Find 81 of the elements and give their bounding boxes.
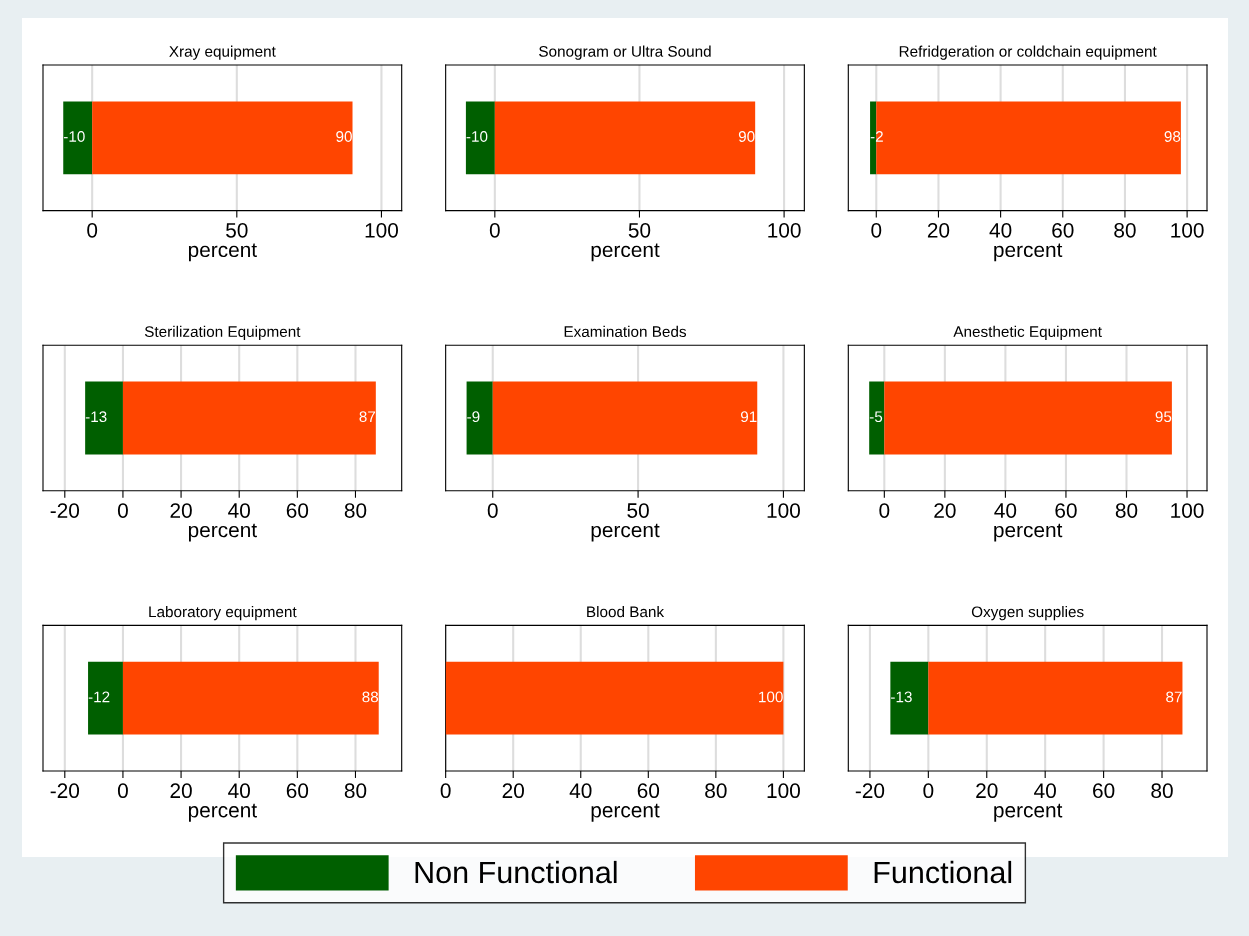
chart-title: Blood Bank xyxy=(587,606,665,618)
x-tick-label: 100 xyxy=(1171,503,1204,518)
x-tick-label: 60 xyxy=(1055,503,1077,518)
x-tick-label: 0 xyxy=(440,783,451,799)
x-axis-title: percent xyxy=(188,523,257,542)
data-label: -5 xyxy=(869,411,883,423)
x-tick-label: 60 xyxy=(286,783,309,799)
x-tick-label: 40 xyxy=(989,222,1012,238)
x-tick-label: 80 xyxy=(344,503,367,518)
x-tick-label: 0 xyxy=(871,222,882,238)
x-tick-label: 20 xyxy=(170,503,192,518)
legend-label: Functional xyxy=(874,860,1012,884)
x-tick-label: 100 xyxy=(365,222,399,238)
data-label: 87 xyxy=(1166,691,1182,703)
x-axis-title: percent xyxy=(994,523,1063,542)
x-tick-label: -20 xyxy=(50,503,80,518)
data-label: -9 xyxy=(467,411,480,423)
x-tick-label: 50 xyxy=(627,503,649,518)
x-tick-label: 40 xyxy=(569,783,592,799)
data-label: -10 xyxy=(63,131,85,142)
x-tick-label: 20 xyxy=(927,222,950,238)
data-label: -13 xyxy=(891,691,912,703)
x-tick-label: 20 xyxy=(976,783,998,799)
x-tick-label: 100 xyxy=(767,783,800,799)
data-label: -10 xyxy=(466,131,488,142)
x-tick-label: 80 xyxy=(1114,222,1136,238)
x-tick-label: -20 xyxy=(855,783,885,799)
chart-title: Laboratory equipment xyxy=(149,606,297,621)
x-axis-title: percent xyxy=(591,243,660,262)
x-tick-label: 0 xyxy=(117,783,128,799)
chart-title: Xray equipment xyxy=(169,45,276,60)
data-label: -12 xyxy=(88,691,110,703)
x-tick-label: 100 xyxy=(768,222,801,238)
data-label: 100 xyxy=(759,691,783,703)
chart-title: Anesthetic Equipment xyxy=(953,325,1102,341)
x-tick-label: 60 xyxy=(1052,222,1074,238)
data-label: 87 xyxy=(359,411,376,423)
x-tick-label: 0 xyxy=(923,783,934,799)
data-label: 90 xyxy=(738,131,755,142)
data-label: 95 xyxy=(1155,411,1172,423)
x-tick-label: 0 xyxy=(879,503,890,518)
x-tick-label: 0 xyxy=(87,222,98,238)
x-axis-title: percent xyxy=(994,243,1063,262)
chart-title: Sterilization Equipment xyxy=(144,325,301,341)
chart-title: Refridgeration or coldchain equipment xyxy=(899,45,1157,60)
x-tick-label: 60 xyxy=(286,503,309,518)
chart-title: Examination Beds xyxy=(564,325,687,338)
data-label: -13 xyxy=(85,411,107,423)
x-tick-label: 80 xyxy=(344,783,367,799)
chart-title: Oxygen supplies xyxy=(971,606,1084,621)
x-tick-label: 0 xyxy=(117,503,128,518)
chart-title: Sonogram or Ultra Sound xyxy=(539,45,711,60)
x-tick-label: 60 xyxy=(637,783,660,799)
x-tick-label: 80 xyxy=(705,783,727,799)
x-tick-label: 0 xyxy=(487,503,498,518)
x-tick-label: 20 xyxy=(170,783,192,799)
data-label: 98 xyxy=(1164,131,1181,142)
x-tick-label: -20 xyxy=(50,783,80,799)
x-axis-title: percent xyxy=(591,803,660,822)
x-tick-label: 80 xyxy=(1115,503,1138,518)
x-tick-label: 50 xyxy=(628,222,651,238)
x-tick-label: 40 xyxy=(994,503,1017,518)
x-axis-title: percent xyxy=(188,803,257,822)
x-tick-label: 60 xyxy=(1093,783,1115,799)
x-tick-label: 50 xyxy=(226,222,248,238)
x-tick-label: 100 xyxy=(767,503,800,518)
x-tick-label: 40 xyxy=(1034,783,1056,799)
x-axis-title: percent xyxy=(591,523,660,542)
data-label: 88 xyxy=(362,691,379,703)
x-axis-title: percent xyxy=(994,803,1063,822)
x-tick-label: 80 xyxy=(1151,783,1173,799)
x-axis-title: percent xyxy=(188,243,257,262)
x-tick-label: 20 xyxy=(502,783,524,799)
x-tick-label: 40 xyxy=(228,503,250,518)
x-tick-label: 40 xyxy=(228,783,250,799)
x-tick-label: 0 xyxy=(489,222,500,238)
x-tick-label: 100 xyxy=(1171,222,1204,238)
data-label: 91 xyxy=(740,411,757,423)
legend-label: Non Functional xyxy=(415,860,617,884)
data-label: 90 xyxy=(336,131,352,142)
x-tick-label: 20 xyxy=(934,503,956,518)
